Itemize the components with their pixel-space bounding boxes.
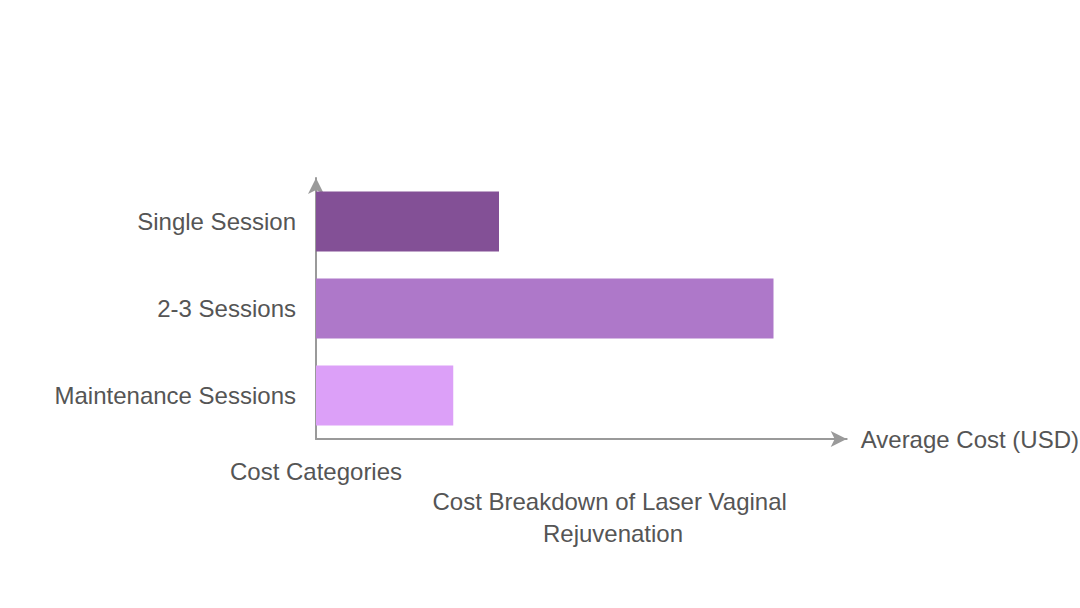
- svg-text:Rejuvenation: Rejuvenation: [543, 520, 683, 547]
- svg-text:Cost Breakdown of Laser Vagina: Cost Breakdown of Laser Vaginal: [432, 488, 793, 515]
- svg-text:Single Session: Single Session: [137, 208, 296, 235]
- svg-text:2-3 Sessions: 2-3 Sessions: [157, 295, 296, 322]
- svg-text:Average Cost (USD): Average Cost (USD): [861, 426, 1079, 453]
- svg-text:Cost Categories: Cost Categories: [230, 458, 402, 485]
- svg-text:Maintenance Sessions: Maintenance Sessions: [55, 382, 296, 409]
